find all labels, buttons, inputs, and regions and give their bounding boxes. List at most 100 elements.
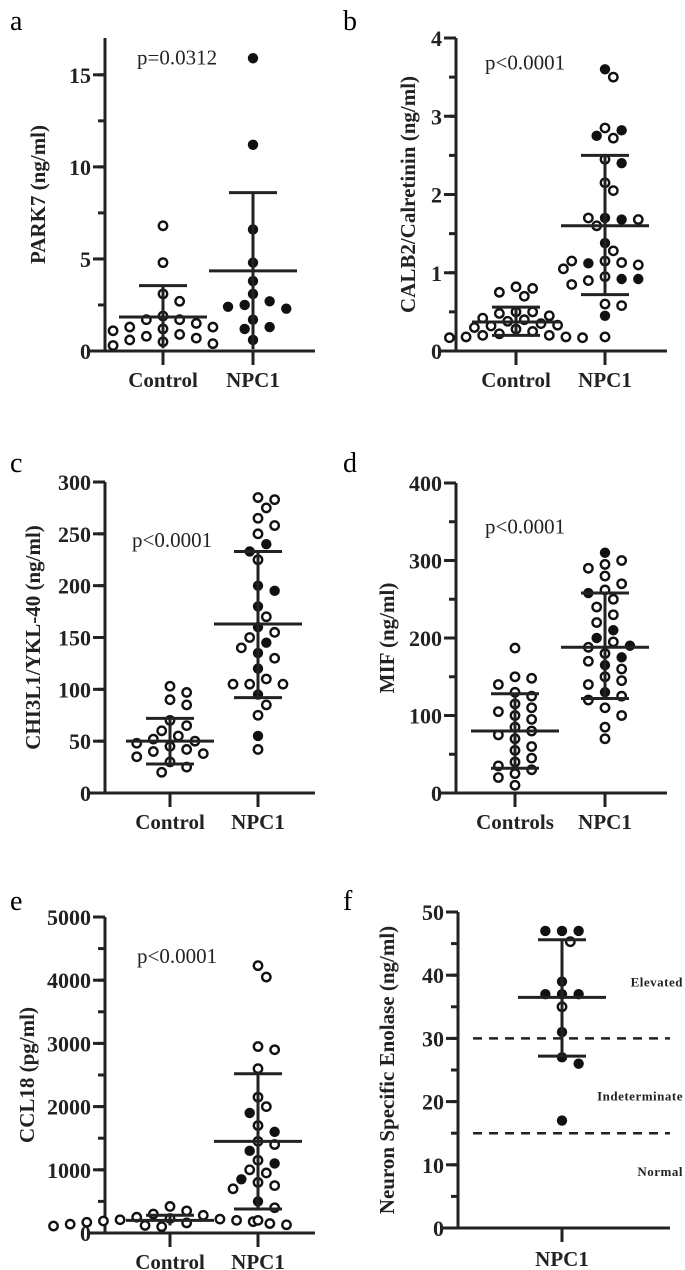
data-point-open	[468, 322, 480, 333]
data-point-open	[164, 694, 176, 706]
threshold-label: Indeterminate	[597, 1088, 683, 1103]
data-point-open	[526, 672, 538, 684]
y-tick-label: 100	[58, 677, 91, 702]
data-point-open	[207, 321, 219, 333]
y-tick-label: 50	[422, 900, 444, 925]
data-point-open	[277, 678, 289, 690]
data-point-open	[591, 617, 603, 628]
data-point-open	[124, 321, 136, 333]
data-point-filled	[573, 1058, 584, 1069]
data-point-open	[543, 310, 555, 322]
data-point-open	[252, 512, 264, 524]
data-point-open	[140, 330, 152, 342]
y-tick-label: 50	[69, 729, 91, 754]
data-point-open	[510, 281, 522, 293]
data-point-open	[616, 675, 628, 687]
data-point-open	[235, 642, 247, 654]
y-tick-label: 15	[69, 63, 91, 88]
y-tick-label: 5000	[47, 905, 91, 930]
data-point-open	[260, 971, 272, 983]
panel-letter: b	[343, 6, 357, 37]
data-point-open	[492, 772, 504, 783]
data-point-open	[599, 122, 611, 134]
data-point-filled	[264, 296, 275, 307]
data-point-open	[174, 329, 186, 340]
y-tick-label: 200	[58, 574, 91, 599]
y-tick-label: 20	[422, 1090, 444, 1115]
data-point-open	[227, 678, 239, 690]
data-point-open	[181, 699, 193, 711]
data-point-open	[607, 71, 619, 83]
data-point-filled	[591, 130, 602, 142]
panel-e: e 0 1000 2000 3000 4000 5000 CCL18 (pg/ml) p<0.0…	[10, 886, 315, 1270]
data-point-open	[244, 632, 256, 643]
data-point-open	[181, 744, 193, 755]
data-point-open	[252, 1041, 264, 1052]
data-point-open	[197, 748, 209, 760]
data-point-filled	[616, 158, 627, 169]
y-tick-label: 200	[409, 626, 442, 651]
y-tick-label: 4	[431, 26, 442, 51]
data-point-open	[269, 494, 281, 506]
data-point-open	[260, 502, 272, 514]
data-point-open	[527, 306, 539, 318]
y-axis-label: MIF (ng/ml)	[375, 583, 399, 694]
data-point-open	[599, 298, 611, 310]
data-point-filled	[616, 125, 627, 136]
data-point-open	[269, 1180, 281, 1192]
y-axis-label: CALB2/Calretinin (ng/ml)	[396, 76, 420, 313]
x-tick-label: NPC1	[578, 368, 632, 392]
data-point-open	[252, 744, 264, 755]
panel-d: d 0 100 200 300 400 MIF (ng/ml) p<0.0001 Control…	[343, 448, 667, 834]
data-point-filled	[633, 273, 644, 285]
data-point-open	[260, 1167, 272, 1179]
data-point-open	[509, 768, 521, 780]
data-point-open	[493, 308, 505, 319]
data-point-open	[599, 570, 611, 582]
data-point-open	[124, 334, 136, 346]
data-point-open	[156, 766, 168, 778]
p-value: p<0.0001	[132, 528, 212, 552]
data-point-open	[181, 720, 193, 732]
data-point-open	[558, 263, 569, 275]
p-value: p<0.0001	[137, 944, 217, 968]
x-tick-label: NPC1	[535, 1247, 589, 1270]
data-point-filled	[616, 652, 627, 663]
data-point-open	[493, 286, 505, 298]
data-point-filled	[556, 925, 568, 937]
panel-a: a 0 5 10 15 PARK7 (ng/ml) p=0.0312 Control NPC1	[10, 6, 315, 392]
data-point-open	[560, 331, 572, 343]
y-tick-label: 40	[422, 963, 444, 988]
y-axis-label: PARK7 (ng/ml)	[26, 125, 50, 264]
data-point-open	[509, 671, 521, 683]
data-point-open	[632, 214, 644, 225]
y-tick-label: 0	[80, 781, 91, 806]
data-point-open	[607, 245, 619, 257]
panel-letter: d	[343, 448, 357, 479]
data-point-open	[252, 1214, 264, 1226]
data-point-open	[492, 706, 504, 718]
x-tick-label: Control	[135, 1250, 205, 1270]
data-point-open	[526, 741, 538, 752]
panel-letter: a	[10, 6, 23, 37]
data-point-open	[269, 652, 281, 664]
x-tick-label: Control	[481, 368, 551, 392]
data-point-open	[227, 1183, 239, 1195]
data-point-open	[444, 332, 455, 344]
data-point-open	[114, 1214, 126, 1226]
y-tick-label: 0	[433, 1216, 444, 1241]
x-tick-label: NPC1	[578, 810, 632, 834]
data-point-open	[492, 679, 504, 690]
data-point-filled	[222, 301, 234, 313]
y-tick-label: 2000	[47, 1095, 91, 1120]
y-tick-label: 3	[431, 104, 442, 129]
data-point-filled	[236, 1174, 247, 1185]
data-point-filled	[281, 303, 292, 314]
data-point-open	[147, 746, 159, 757]
x-tick-label: NPC1	[231, 1250, 285, 1270]
panel-b: b 0 1 2 3 4 CALB2/Calretinin (ng/ml) p<0.0001 Co…	[343, 6, 667, 392]
p-value: p=0.0312	[137, 45, 217, 69]
data-point-open	[607, 636, 619, 648]
data-point-open	[207, 338, 219, 350]
panel-letter: e	[10, 886, 22, 917]
